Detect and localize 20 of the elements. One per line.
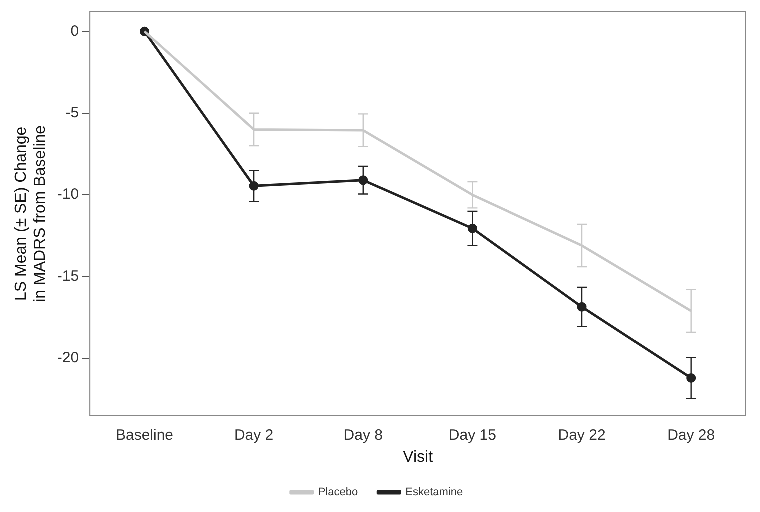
- x-tick-label: Day 28: [668, 426, 716, 444]
- y-tick-label: -10: [57, 186, 80, 204]
- x-tick-label: Baseline: [116, 426, 174, 444]
- y-tick-label: 0: [70, 22, 80, 40]
- y-axis-title: LS Mean (± SE) Change in MADRS from Baseline: [13, 125, 50, 302]
- y-tick-label: -20: [57, 350, 80, 367]
- x-tick-label: Day 22: [558, 426, 606, 444]
- x-axis-title: Visit: [403, 448, 434, 466]
- point: [358, 176, 368, 186]
- x-tick-label: Day 15: [448, 426, 496, 444]
- point: [577, 302, 587, 312]
- point: [686, 373, 696, 383]
- y-tick-label: -5: [66, 104, 80, 122]
- x-tick-label: Day 2: [234, 426, 274, 444]
- point: [249, 181, 259, 191]
- legend-label: Esketamine: [406, 486, 464, 499]
- point: [468, 224, 478, 234]
- x-tick-label: Day 8: [344, 426, 383, 444]
- legend-label: Placebo: [318, 486, 358, 499]
- y-tick-label: -15: [57, 268, 80, 285]
